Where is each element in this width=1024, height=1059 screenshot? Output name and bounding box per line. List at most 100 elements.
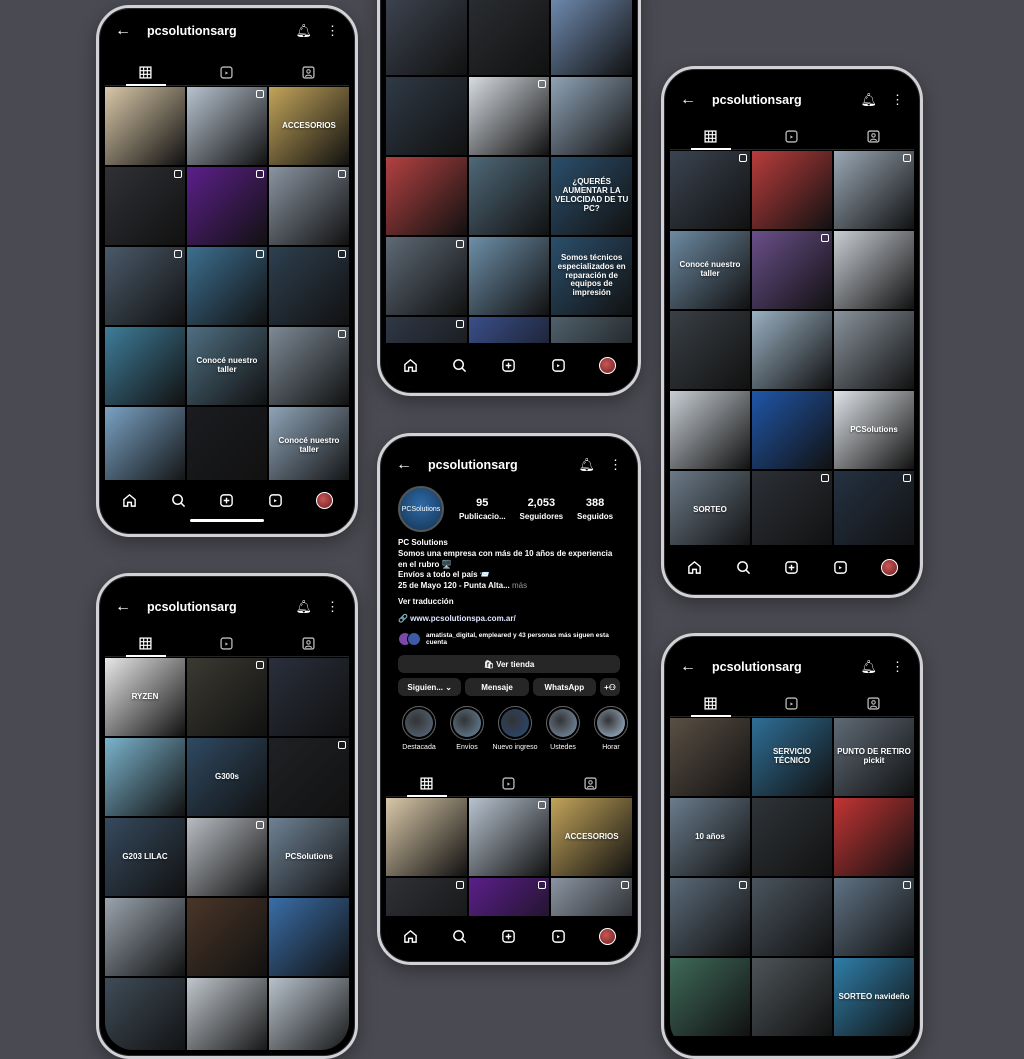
nav-search[interactable]: [450, 355, 470, 375]
highlight-item[interactable]: Destacada: [400, 706, 438, 751]
bell-icon[interactable]: 🔔︎: [860, 92, 877, 107]
tab-grid[interactable]: [386, 770, 467, 797]
post-thumbnail[interactable]: [551, 0, 632, 75]
bell-icon[interactable]: 🔔︎: [860, 659, 877, 674]
tab-reels[interactable]: [187, 59, 268, 85]
tab-reels[interactable]: [752, 690, 833, 716]
view-store-button[interactable]: 🛍 Ver tienda: [398, 655, 620, 674]
translate-link[interactable]: Ver traducción: [398, 596, 454, 606]
post-thumbnail[interactable]: ACCESORIOS: [551, 798, 632, 876]
tab-tagged[interactable]: [268, 59, 349, 85]
more-options-icon[interactable]: ⋮: [891, 659, 904, 674]
post-thumbnail[interactable]: [386, 0, 467, 75]
post-thumbnail[interactable]: [752, 151, 832, 229]
post-thumbnail[interactable]: [752, 311, 832, 389]
nav-home[interactable]: [401, 355, 421, 375]
tab-reels[interactable]: [752, 123, 833, 149]
post-thumbnail[interactable]: PCSolutions: [269, 818, 349, 896]
post-thumbnail[interactable]: SERVICIO TÉCNICO: [752, 718, 832, 796]
message-button[interactable]: Mensaje: [465, 678, 529, 697]
post-thumbnail[interactable]: [187, 818, 267, 896]
tab-grid[interactable]: [670, 690, 751, 717]
post-thumbnail[interactable]: [187, 978, 267, 1050]
nav-profile[interactable]: [597, 355, 617, 375]
stat-following[interactable]: 388 Seguidos: [577, 497, 613, 521]
tab-grid[interactable]: [105, 59, 186, 86]
tab-reels[interactable]: [468, 770, 549, 796]
post-thumbnail[interactable]: [187, 658, 267, 736]
nav-home[interactable]: [401, 926, 421, 946]
post-thumbnail[interactable]: [551, 77, 632, 155]
nav-search[interactable]: [168, 490, 188, 510]
tab-tagged[interactable]: [550, 770, 631, 796]
nav-search[interactable]: [733, 557, 753, 577]
back-arrow-icon[interactable]: ←: [680, 91, 696, 108]
post-thumbnail[interactable]: [269, 978, 349, 1050]
post-thumbnail[interactable]: [670, 391, 750, 469]
nav-create[interactable]: [217, 490, 237, 510]
profile-avatar[interactable]: PCSolutions: [398, 486, 444, 532]
post-thumbnail[interactable]: [105, 407, 185, 485]
post-thumbnail[interactable]: [386, 77, 467, 155]
tab-grid[interactable]: [670, 123, 751, 150]
post-thumbnail[interactable]: 10 años: [670, 798, 750, 876]
post-thumbnail[interactable]: [834, 471, 914, 549]
post-thumbnail[interactable]: ¿QUERÉS AUMENTAR LA VELOCIDAD DE TU PC?: [551, 157, 632, 235]
tab-grid[interactable]: [105, 630, 186, 657]
post-thumbnail[interactable]: [670, 311, 750, 389]
post-thumbnail[interactable]: [187, 247, 267, 325]
following-button[interactable]: Siguien... ⌄: [398, 678, 462, 697]
post-thumbnail[interactable]: [752, 958, 832, 1036]
nav-reels[interactable]: [266, 490, 286, 510]
post-thumbnail[interactable]: [670, 151, 750, 229]
post-thumbnail[interactable]: [187, 407, 267, 485]
post-thumbnail[interactable]: [834, 151, 914, 229]
stat-posts[interactable]: 95 Publicacio...: [459, 497, 506, 521]
post-thumbnail[interactable]: [269, 658, 349, 736]
post-thumbnail[interactable]: [468, 77, 550, 155]
back-arrow-icon[interactable]: ←: [115, 22, 131, 39]
post-thumbnail[interactable]: [834, 311, 914, 389]
post-thumbnail[interactable]: [105, 738, 185, 816]
bell-icon[interactable]: 🔔︎: [295, 23, 312, 38]
post-thumbnail[interactable]: [834, 798, 914, 876]
post-thumbnail[interactable]: [105, 247, 185, 325]
post-thumbnail[interactable]: [468, 0, 550, 75]
nav-reels[interactable]: [548, 355, 568, 375]
post-thumbnail[interactable]: PUNTO DE RETIRO pickit: [834, 718, 914, 796]
post-thumbnail[interactable]: Conocé nuestro taller: [187, 327, 267, 405]
website-link[interactable]: 🔗 www.pcsolutionspa.com.ar/: [398, 613, 516, 623]
more-options-icon[interactable]: ⋮: [891, 92, 904, 107]
post-thumbnail[interactable]: G203 LILAC: [105, 818, 185, 896]
post-thumbnail[interactable]: [105, 167, 185, 245]
nav-search[interactable]: [450, 926, 470, 946]
post-thumbnail[interactable]: SORTEO navideño: [834, 958, 914, 1036]
bio-more-link[interactable]: más: [511, 581, 528, 591]
more-options-icon[interactable]: ⋮: [326, 599, 339, 614]
post-thumbnail[interactable]: [105, 898, 185, 976]
post-thumbnail[interactable]: Conocé nuestro taller: [670, 231, 750, 309]
nav-profile[interactable]: [315, 490, 335, 510]
post-thumbnail[interactable]: PCSolutions: [834, 391, 914, 469]
post-thumbnail[interactable]: [752, 878, 832, 956]
post-thumbnail[interactable]: [670, 878, 750, 956]
post-thumbnail[interactable]: ACCESORIOS: [269, 87, 349, 165]
post-thumbnail[interactable]: [834, 878, 914, 956]
stat-followers[interactable]: 2,053 Seguidores: [520, 497, 564, 521]
more-options-icon[interactable]: ⋮: [326, 23, 339, 38]
post-thumbnail[interactable]: SORTEO: [670, 471, 750, 549]
back-arrow-icon[interactable]: ←: [680, 658, 696, 675]
tab-reels[interactable]: [187, 630, 268, 656]
post-thumbnail[interactable]: [105, 978, 185, 1050]
post-thumbnail[interactable]: RYZEN: [105, 658, 185, 736]
post-thumbnail[interactable]: [752, 471, 832, 549]
more-options-icon[interactable]: ⋮: [609, 457, 622, 472]
highlight-item[interactable]: Ustedes: [544, 706, 582, 751]
bell-icon[interactable]: 🔔︎: [578, 457, 595, 472]
post-thumbnail[interactable]: [468, 157, 550, 235]
highlight-item[interactable]: Envíos: [448, 706, 486, 751]
bell-icon[interactable]: 🔔︎: [295, 599, 312, 614]
nav-reels[interactable]: [831, 557, 851, 577]
post-thumbnail[interactable]: [752, 391, 832, 469]
whatsapp-button[interactable]: WhatsApp: [532, 678, 596, 697]
